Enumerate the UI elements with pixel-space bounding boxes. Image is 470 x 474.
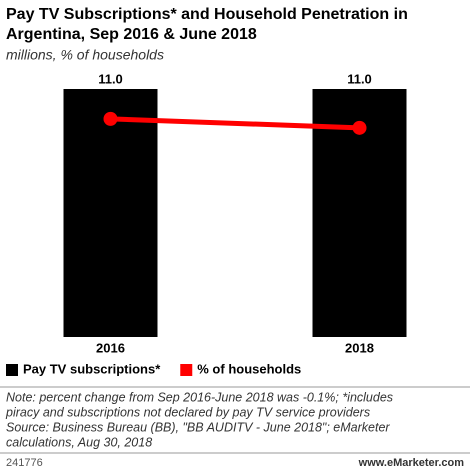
chart-title: Pay TV Subscriptions* and Household Pene… xyxy=(6,6,408,23)
legend-swatch xyxy=(6,364,18,376)
line xyxy=(110,116,360,131)
line-marker xyxy=(103,111,118,126)
value-label: 78% xyxy=(346,139,372,154)
legend-label: % of households xyxy=(197,361,301,376)
bar xyxy=(63,89,158,337)
line-marker xyxy=(352,120,367,135)
x-tick-label: 2018 xyxy=(345,340,374,355)
value-label: 11.0 xyxy=(98,71,123,86)
note: calculations, Aug 30, 2018 xyxy=(6,435,152,449)
note: Note: percent change from Sep 2016-June … xyxy=(6,390,393,404)
x-tick-label: 2016 xyxy=(96,340,125,355)
footer-id: 241776 xyxy=(6,457,43,469)
legend-swatch xyxy=(180,364,193,376)
footer-site: www.eMarketer.com xyxy=(358,457,465,469)
value-label: 11.0 xyxy=(347,71,372,86)
value-label: 81% xyxy=(97,130,123,145)
note: piracy and subscriptions not declared by… xyxy=(5,405,370,419)
chart-subtitle: millions, % of households xyxy=(6,47,164,63)
note: Source: Business Bureau (BB), "BB AUDITV… xyxy=(6,420,390,434)
chart-title: Argentina, Sep 2016 & June 2018 xyxy=(6,26,257,43)
legend-label: Pay TV subscriptions* xyxy=(23,361,161,376)
